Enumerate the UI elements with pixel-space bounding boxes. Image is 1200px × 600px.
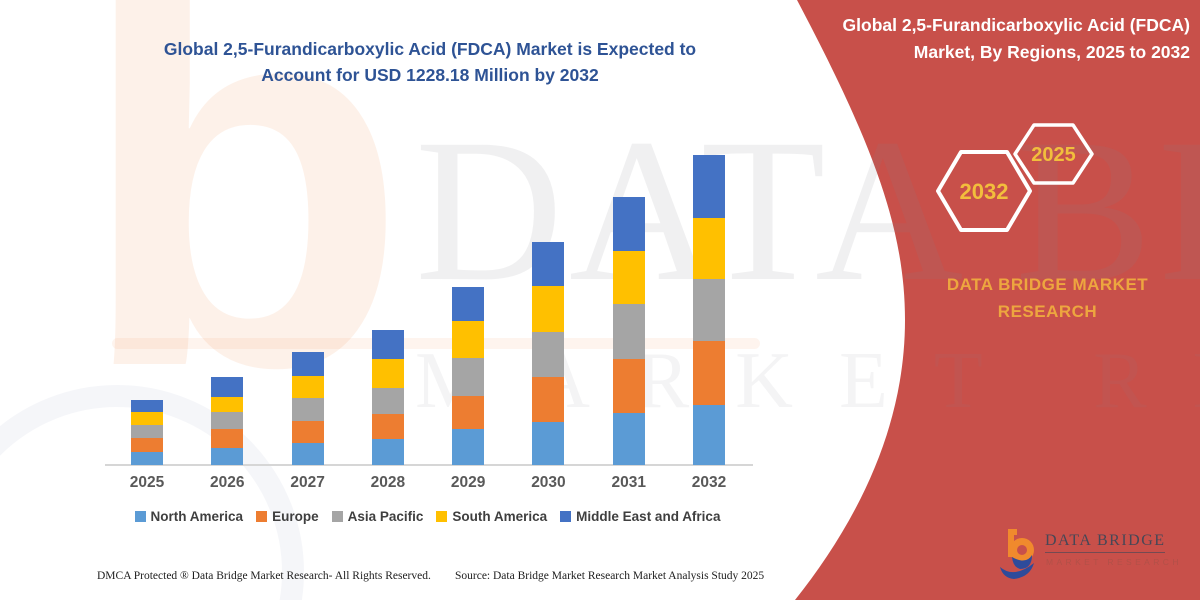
legend-label: South America <box>452 509 548 524</box>
bar-segment-south-america <box>371 358 404 388</box>
data-bridge-b-icon <box>1000 529 1034 579</box>
bar-segment-middle-east-and-africa <box>291 352 324 377</box>
bar-segment-asia-pacific <box>693 278 726 342</box>
bar-segment-south-america <box>452 321 485 359</box>
legend-swatch-icon <box>256 511 268 522</box>
bar-2031 <box>612 197 645 465</box>
legend-item-north-america: North America <box>134 509 244 524</box>
bar-segment-south-america <box>532 286 565 333</box>
chart-legend: North America Europe Asia Pacific South Ame… <box>100 509 755 524</box>
bar-2026 <box>211 376 244 465</box>
bar-segment-south-america <box>612 250 645 305</box>
bar-segment-north-america <box>452 429 485 465</box>
stacked-bar-chart: 2025 2026 2027 2028 2029 2030 2031 2032 <box>100 140 755 491</box>
bar-segment-middle-east-and-africa <box>131 399 163 412</box>
red-panel-shape <box>795 0 1200 600</box>
x-axis-label-2027: 2027 <box>290 474 325 491</box>
logo-rule <box>1045 552 1165 553</box>
bar-segment-north-america <box>693 404 726 465</box>
legend-item-south-america: South America <box>436 509 547 524</box>
chart-title: Global 2,5-Furandicarboxylic Acid (FDCA)… <box>163 39 697 86</box>
footer-source: Source: Data Bridge Market Research Mark… <box>455 570 765 582</box>
legend-label: Middle East and Africa <box>576 509 721 524</box>
bar-segment-middle-east-and-africa <box>532 241 565 287</box>
bar-2032 <box>693 155 726 465</box>
bar-segment-south-america <box>211 397 244 412</box>
footer-dmca: DMCA Protected ® Data Bridge Market Rese… <box>97 570 431 582</box>
bar-segment-south-america <box>693 217 726 279</box>
hexagon-2025-outline <box>1013 123 1094 185</box>
logo-subtitle: MARKET RESEARCH <box>1046 557 1182 567</box>
bar-2028 <box>371 329 404 465</box>
x-axis-label-2030: 2030 <box>531 474 566 491</box>
x-axis-label-2026: 2026 <box>210 474 245 491</box>
legend-swatch-icon <box>436 511 448 522</box>
x-axis-label-2029: 2029 <box>450 474 486 491</box>
bar-segment-north-america <box>371 438 404 465</box>
bar-segment-asia-pacific <box>371 387 404 414</box>
bar-2029 <box>452 287 485 465</box>
bar-segment-north-america <box>291 442 324 465</box>
x-axis-label-2031: 2031 <box>611 474 646 491</box>
legend-swatch-icon <box>560 511 572 522</box>
bar-segment-europe <box>452 396 485 430</box>
bar-segment-europe <box>612 358 645 413</box>
bar-segment-europe <box>211 429 244 449</box>
bar-segment-middle-east-and-africa <box>371 329 404 359</box>
bar-segment-north-america <box>211 448 244 465</box>
legend-swatch-icon <box>134 511 146 522</box>
legend-item-europe: Europe <box>256 509 319 524</box>
bar-segment-middle-east-and-africa <box>612 197 645 251</box>
x-axis-line <box>105 464 753 466</box>
bar-2030 <box>532 241 565 465</box>
hexagon-2025-label: 2025 <box>1031 144 1076 166</box>
bar-segment-middle-east-and-africa <box>452 287 485 322</box>
x-axis-label-2028: 2028 <box>370 474 406 491</box>
panel-title: Global 2,5-Furandicarboxylic Acid (FDCA)… <box>842 15 1190 62</box>
legend-item-middle-east-and-africa: Middle East and Africa <box>560 509 720 524</box>
bar-segment-asia-pacific <box>291 398 324 421</box>
bar-2027 <box>291 352 324 465</box>
bar-segment-asia-pacific <box>452 358 485 397</box>
legend-item-asia-pacific: Asia Pacific <box>331 509 424 524</box>
bar-segment-europe <box>532 376 565 422</box>
bar-segment-middle-east-and-africa <box>693 155 726 218</box>
brand-text: DATA BRIDGE MARKET RESEARCH <box>946 275 1149 322</box>
bar-segment-asia-pacific <box>612 304 645 359</box>
hexagon-2032-label: 2032 <box>959 179 1009 204</box>
bar-segment-europe <box>371 413 404 439</box>
bar-segment-asia-pacific <box>211 411 244 430</box>
bar-segment-asia-pacific <box>532 332 565 377</box>
bar-segment-europe <box>291 420 324 443</box>
legend-label: Europe <box>272 509 319 524</box>
bar-segment-north-america <box>532 421 565 465</box>
bar-segment-middle-east-and-africa <box>211 376 244 398</box>
bar-segment-south-america <box>131 411 163 425</box>
bar-segment-north-america <box>612 413 645 465</box>
legend-label: North America <box>150 509 244 524</box>
bar-segment-south-america <box>291 376 324 399</box>
bar-segment-asia-pacific <box>131 424 163 439</box>
bar-segment-north-america <box>131 451 163 465</box>
bar-2025 <box>131 399 163 465</box>
x-axis-label-2025: 2025 <box>129 474 165 491</box>
legend-label: Asia Pacific <box>347 509 424 524</box>
x-axis-label-2032: 2032 <box>691 474 727 491</box>
legend-swatch-icon <box>331 511 343 522</box>
bar-segment-europe <box>131 438 163 452</box>
logo-name: DATA BRIDGE <box>1045 532 1166 549</box>
hexagon-2032-outline <box>936 150 1032 232</box>
data-bridge-logo: DATA BRIDGE MARKET RESEARCH <box>998 525 1178 587</box>
bar-segment-europe <box>693 341 726 405</box>
